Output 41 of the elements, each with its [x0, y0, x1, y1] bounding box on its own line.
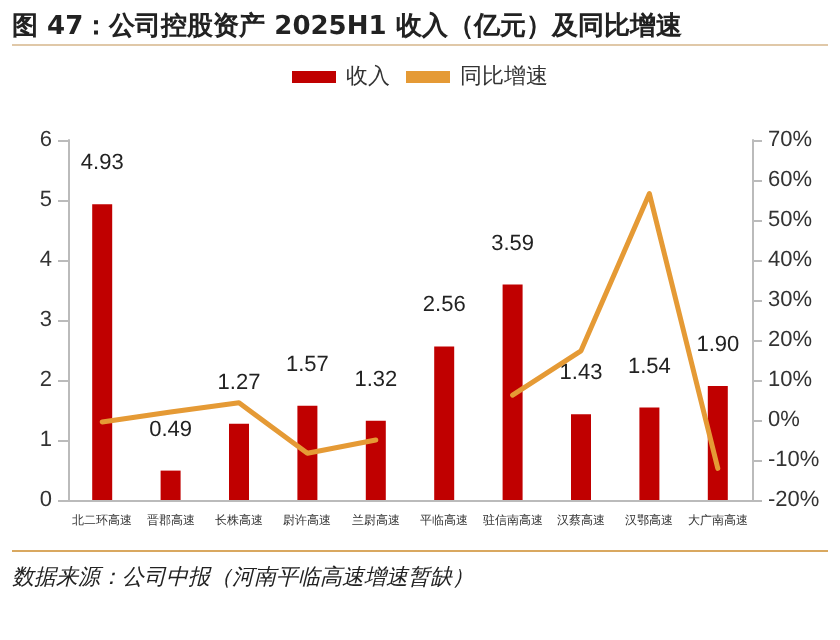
y2-tick-label: 70%: [768, 128, 813, 152]
y-tick-label: 5: [39, 188, 52, 212]
bar: [160, 470, 181, 500]
data-label: 1.90: [696, 333, 740, 357]
data-label: 3.59: [491, 231, 535, 256]
data-label: 4.93: [80, 151, 124, 176]
data-label: 1.54: [627, 354, 671, 379]
y-tick-label: 0: [39, 488, 52, 512]
chart-title: 图 47：公司控股资产 2025H1 收入（亿元）及同比增速: [12, 9, 682, 44]
data-label: 0.49: [149, 417, 193, 442]
legend-label: 收入: [346, 63, 390, 89]
y2-tick-label: -10%: [768, 448, 820, 472]
bar: [639, 407, 660, 500]
bar: [229, 423, 249, 500]
y-tick-label: 2: [39, 368, 52, 392]
bar: [571, 414, 591, 500]
y-tick-label: 4: [39, 248, 52, 272]
bar: [365, 420, 386, 500]
bar: [502, 284, 523, 500]
data-label: 2.56: [422, 293, 466, 318]
bar: [92, 204, 113, 500]
legend-label: 同比增速: [460, 63, 548, 89]
data-label: 1.27: [217, 370, 261, 395]
bar: [707, 386, 728, 500]
y2-tick-label: 10%: [768, 368, 813, 392]
y2-tick-label: 60%: [768, 168, 813, 192]
y2-tick-label: 40%: [768, 248, 813, 272]
bar: [434, 346, 455, 500]
data-label: 1.32: [354, 367, 398, 392]
source-note: 数据来源：公司中报（河南平临高速增速暂缺）: [12, 562, 474, 592]
bar: [297, 405, 318, 500]
data-label: 1.57: [285, 352, 329, 377]
y2-tick-label: 0%: [768, 408, 801, 432]
y-tick-label: 3: [39, 308, 52, 332]
y2-tick-label: -20%: [768, 488, 820, 512]
y2-tick-label: 20%: [768, 328, 813, 352]
y2-tick-label: 50%: [768, 208, 813, 232]
data-label: 1.43: [559, 361, 603, 386]
y-tick-label: 1: [39, 428, 52, 452]
y-tick-label: 6: [39, 128, 52, 152]
y2-tick-label: 30%: [768, 288, 813, 312]
